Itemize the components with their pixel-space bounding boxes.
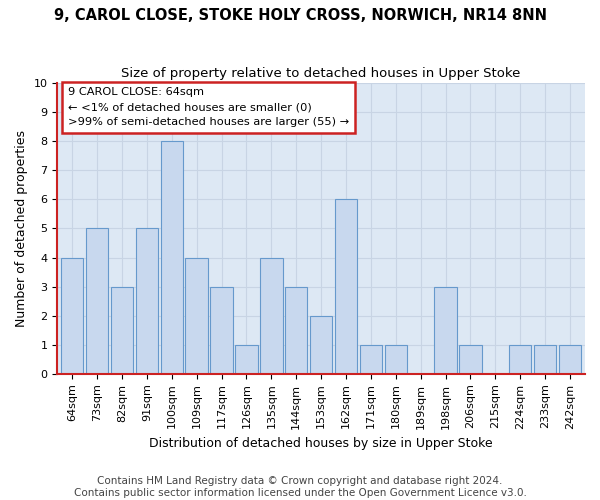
Text: Contains HM Land Registry data © Crown copyright and database right 2024.
Contai: Contains HM Land Registry data © Crown c…	[74, 476, 526, 498]
Bar	[136, 228, 158, 374]
Bar	[260, 258, 283, 374]
Text: 9, CAROL CLOSE, STOKE HOLY CROSS, NORWICH, NR14 8NN: 9, CAROL CLOSE, STOKE HOLY CROSS, NORWIC…	[53, 8, 547, 22]
Bar	[459, 344, 482, 374]
Bar	[61, 258, 83, 374]
Bar	[509, 344, 532, 374]
Bar	[185, 258, 208, 374]
Bar	[211, 286, 233, 374]
Bar	[360, 344, 382, 374]
Bar	[434, 286, 457, 374]
Bar	[335, 200, 357, 374]
Y-axis label: Number of detached properties: Number of detached properties	[15, 130, 28, 327]
X-axis label: Distribution of detached houses by size in Upper Stoke: Distribution of detached houses by size …	[149, 437, 493, 450]
Bar	[310, 316, 332, 374]
Bar	[534, 344, 556, 374]
Bar	[559, 344, 581, 374]
Bar	[385, 344, 407, 374]
Bar	[161, 141, 183, 374]
Bar	[111, 286, 133, 374]
Bar	[235, 344, 257, 374]
Text: 9 CAROL CLOSE: 64sqm
← <1% of detached houses are smaller (0)
>99% of semi-detac: 9 CAROL CLOSE: 64sqm ← <1% of detached h…	[68, 88, 349, 127]
Title: Size of property relative to detached houses in Upper Stoke: Size of property relative to detached ho…	[121, 68, 521, 80]
Bar	[86, 228, 109, 374]
Bar	[285, 286, 307, 374]
